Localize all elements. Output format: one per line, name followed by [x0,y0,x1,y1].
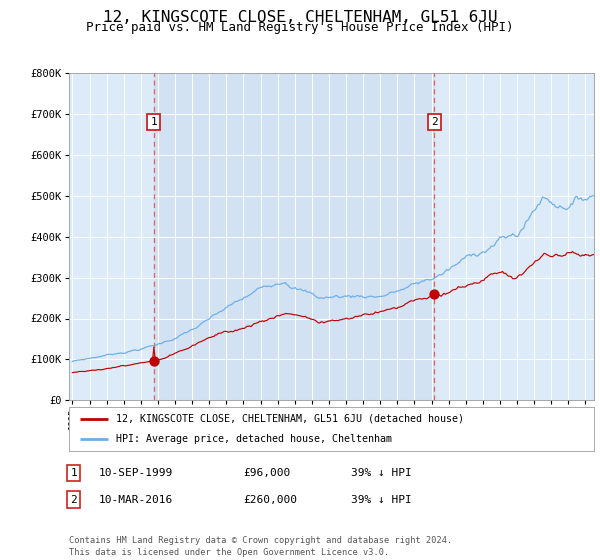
Point [149,357,158,366]
Text: 39% ↓ HPI: 39% ↓ HPI [351,494,412,505]
Text: 12, KINGSCOTE CLOSE, CHELTENHAM, GL51 6JU: 12, KINGSCOTE CLOSE, CHELTENHAM, GL51 6J… [103,10,497,25]
Text: Contains HM Land Registry data © Crown copyright and database right 2024.
This d: Contains HM Land Registry data © Crown c… [69,536,452,557]
Text: 1: 1 [150,117,157,127]
Point [430,290,439,298]
Text: 1: 1 [70,468,77,478]
Text: 10-SEP-1999: 10-SEP-1999 [99,468,173,478]
Text: 2: 2 [431,117,438,127]
Text: 2: 2 [70,494,77,505]
Text: 10-MAR-2016: 10-MAR-2016 [99,494,173,505]
Text: £260,000: £260,000 [243,494,297,505]
Text: 12, KINGSCOTE CLOSE, CHELTENHAM, GL51 6JU (detached house): 12, KINGSCOTE CLOSE, CHELTENHAM, GL51 6J… [116,414,464,424]
Text: 39% ↓ HPI: 39% ↓ HPI [351,468,412,478]
Bar [154,73,434,400]
Text: £96,000: £96,000 [243,468,290,478]
Text: Price paid vs. HM Land Registry's House Price Index (HPI): Price paid vs. HM Land Registry's House … [86,21,514,34]
Text: HPI: Average price, detached house, Cheltenham: HPI: Average price, detached house, Chel… [116,434,392,444]
